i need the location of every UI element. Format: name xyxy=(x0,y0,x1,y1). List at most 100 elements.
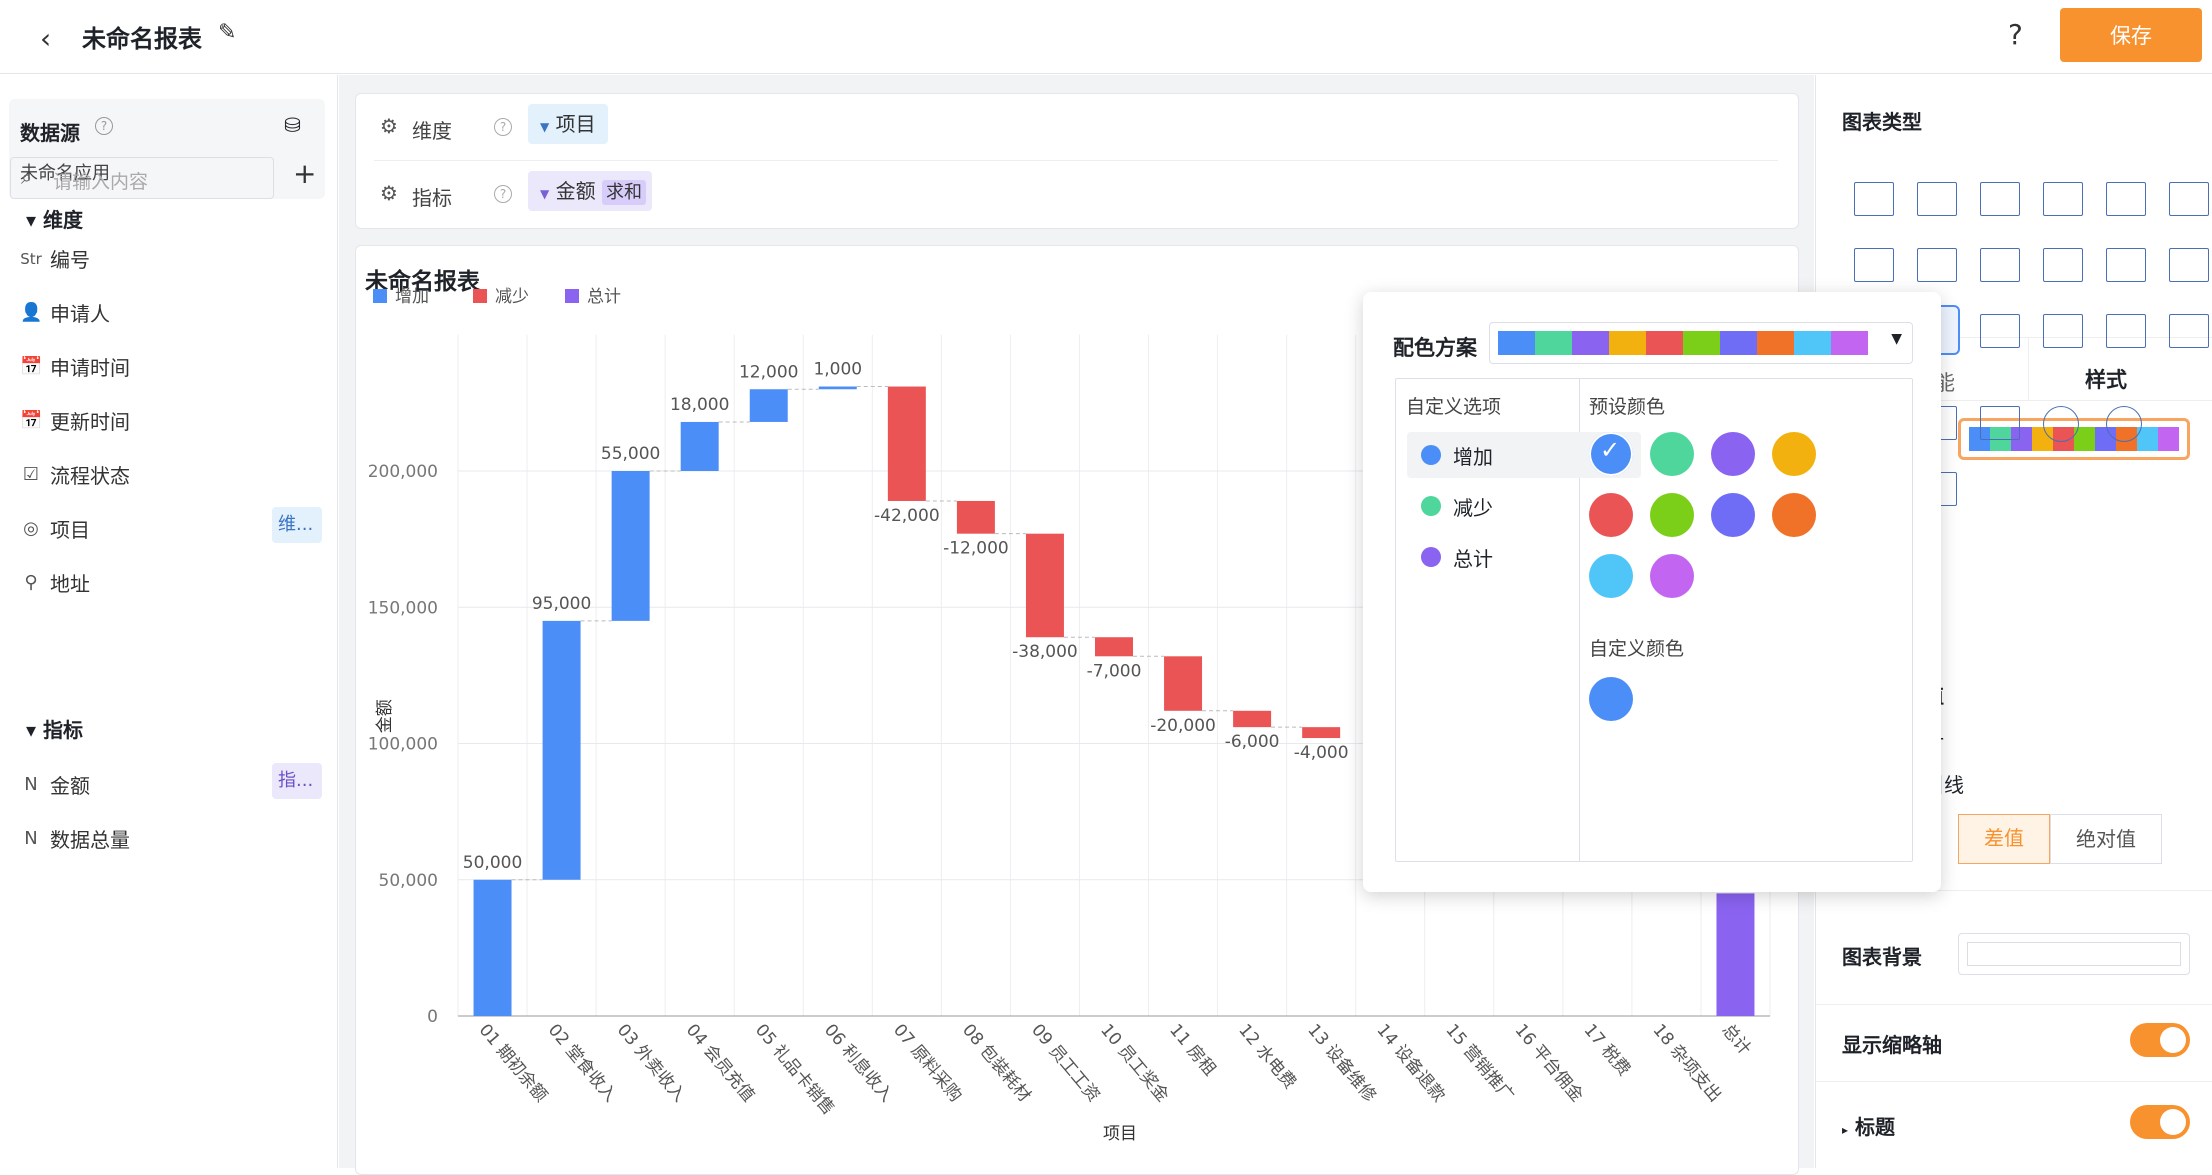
dimension-item[interactable]: 📅 更新时间 xyxy=(20,406,130,435)
chart-type-area-icon[interactable] xyxy=(2106,314,2146,348)
chart-type-detail-table-icon[interactable] xyxy=(1917,182,1957,216)
measure-chip[interactable]: ▼ 金额 求和 xyxy=(528,171,652,211)
chart-type-pivot-table-icon[interactable] xyxy=(1980,182,2020,216)
database-icon[interactable]: ⛁ xyxy=(284,113,301,137)
color-option-1[interactable]: 减少 xyxy=(1407,483,1641,529)
check-icon: ✓ xyxy=(1600,436,1621,464)
chart-type-funnel-icon[interactable] xyxy=(1980,406,2020,440)
chart-type-pie-icon[interactable] xyxy=(2043,406,2079,442)
scheme-dropdown[interactable]: ▼ xyxy=(1489,322,1913,364)
data-label: 55,000 xyxy=(601,444,660,464)
waterfall-bar xyxy=(818,386,857,390)
chart-type-column-line-icon[interactable] xyxy=(1980,314,2020,348)
tab-style[interactable]: 样式 xyxy=(2028,338,2212,400)
preset-color-swatch[interactable] xyxy=(1772,432,1816,476)
chart-type-bar-horizontal-icon[interactable] xyxy=(1854,248,1894,282)
preset-color-swatch[interactable] xyxy=(1772,493,1816,537)
thumbnail-toggle[interactable] xyxy=(2130,1023,2190,1057)
measure-chip-label: 金额 xyxy=(555,179,596,203)
y-axis-label: 金额 xyxy=(375,699,395,733)
title-section[interactable]: ▸ 标题 xyxy=(1842,1115,1895,1139)
color-option-2[interactable]: 总计 xyxy=(1407,534,1641,580)
scheme-swatch xyxy=(1969,427,1990,451)
diff-button[interactable]: 差值 xyxy=(1958,814,2050,864)
dimension-item-label: 项目 xyxy=(50,518,90,542)
dimension-item-label: 流程状态 xyxy=(50,464,130,488)
preset-color-swatch[interactable] xyxy=(1650,432,1694,476)
measure-item[interactable]: N 金额 xyxy=(20,770,90,799)
chart-type-column-stacked-icon[interactable] xyxy=(2169,248,2209,282)
divider xyxy=(1816,890,2212,891)
plus-icon[interactable]: + xyxy=(293,157,317,190)
chart-type-column-grouped-icon[interactable] xyxy=(2106,248,2146,282)
measure-header-label: 指标 xyxy=(43,718,84,742)
preset-color-swatch[interactable] xyxy=(1650,493,1694,537)
preset-color-swatch[interactable] xyxy=(1589,554,1633,598)
chart-type-map-icon[interactable] xyxy=(2169,182,2209,216)
background-color-picker[interactable] xyxy=(1958,933,2190,975)
chart-type-area-stacked-icon[interactable] xyxy=(2169,314,2209,348)
calendar-icon: 📅 xyxy=(20,410,43,431)
datasource-name: 未命名应用 xyxy=(20,163,110,184)
question-icon[interactable]: ? xyxy=(2008,18,2023,51)
chart-type-cross-table-icon[interactable] xyxy=(2043,182,2083,216)
measure-item[interactable]: N 数据总量 xyxy=(20,824,130,853)
preset-color-swatch[interactable] xyxy=(1711,493,1755,537)
preset-color-swatch[interactable]: ✓ xyxy=(1589,432,1633,476)
chart-type-bar-stacked-horizontal-icon[interactable] xyxy=(1917,248,1957,282)
question-icon[interactable]: ? xyxy=(494,118,512,136)
search-placeholder: 请输入内容 xyxy=(53,171,149,193)
chart-type-column-icon[interactable] xyxy=(2043,248,2083,282)
dimension-item-label: 申请时间 xyxy=(50,356,130,380)
chart-type-donut-icon[interactable] xyxy=(2106,406,2142,442)
scheme-swatch xyxy=(1794,331,1831,355)
dimension-item[interactable]: ◎ 项目 xyxy=(20,514,90,543)
chart-type-line-icon[interactable] xyxy=(2043,314,2083,348)
color-editor xyxy=(1395,378,1913,862)
search-input[interactable]: ⌕ 请输入内容 xyxy=(10,157,274,199)
chart-type-bar-percent-horizontal-icon[interactable] xyxy=(1980,248,2020,282)
dimension-item-label: 地址 xyxy=(50,572,90,596)
aggregation-badge[interactable]: 求和 xyxy=(601,180,646,205)
chart-type-label: 图表类型 xyxy=(1842,110,1922,134)
title-toggle[interactable] xyxy=(2130,1105,2190,1139)
dimension-item[interactable]: ☑ 流程状态 xyxy=(20,460,130,489)
x-tick-label: 11 房租 xyxy=(1165,1020,1220,1080)
waterfall-bar xyxy=(1302,727,1341,739)
data-label: 18,000 xyxy=(670,395,729,415)
save-button[interactable]: 保存 xyxy=(2060,8,2202,62)
scheme-swatch xyxy=(1720,331,1757,355)
dimension-item[interactable]: 👤 申请人 xyxy=(20,298,110,327)
dimension-chip[interactable]: ▼ 项目 xyxy=(528,104,608,144)
preset-color-swatch[interactable] xyxy=(1650,554,1694,598)
chart-background-label: 图表背景 xyxy=(1842,945,1922,969)
scheme-swatch xyxy=(1572,331,1609,355)
absolute-button[interactable]: 绝对值 xyxy=(2050,814,2162,864)
dimension-item[interactable]: ⚲ 地址 xyxy=(20,568,90,597)
pencil-icon[interactable]: ✎ xyxy=(218,20,237,45)
preset-color-swatch[interactable] xyxy=(1589,493,1633,537)
top-bar: ‹ 未命名报表 ✎ ? 保存 xyxy=(0,0,2212,74)
x-tick-label: 03 外卖收入 xyxy=(613,1020,689,1106)
color-scheme-popup: 配色方案 ▼ 自定义选项 预设颜色 自定义颜色 增加 减少 总计 ✓ xyxy=(1363,292,1941,892)
question-icon[interactable]: ? xyxy=(95,117,113,135)
data-label: -4,000 xyxy=(1294,743,1349,763)
measure-header[interactable]: ▾ 指标 xyxy=(26,718,84,742)
search-icon: ⌕ xyxy=(21,165,33,189)
chart-type-table-icon[interactable] xyxy=(1854,182,1894,216)
dimension-item[interactable]: 📅 申请时间 xyxy=(20,352,130,381)
dimension-header[interactable]: ▾ 维度 xyxy=(26,208,84,232)
dimension-item[interactable]: Str 编号 xyxy=(20,244,90,273)
checkbox-icon: ☑ xyxy=(22,464,40,485)
scheme-swatch xyxy=(1498,331,1535,355)
divider xyxy=(374,160,1778,161)
x-tick-label: 17 税费 xyxy=(1580,1020,1635,1080)
back-icon[interactable]: ‹ xyxy=(40,22,52,55)
question-icon[interactable]: ? xyxy=(494,185,512,203)
color-option-label: 总计 xyxy=(1453,546,1493,571)
chart-type-kpi-card-icon[interactable] xyxy=(2106,182,2146,216)
preset-label: 预设颜色 xyxy=(1589,396,1666,418)
preset-color-swatch[interactable] xyxy=(1711,432,1755,476)
custom-color-swatch[interactable] xyxy=(1589,677,1633,721)
scheme-swatch xyxy=(2011,427,2032,451)
